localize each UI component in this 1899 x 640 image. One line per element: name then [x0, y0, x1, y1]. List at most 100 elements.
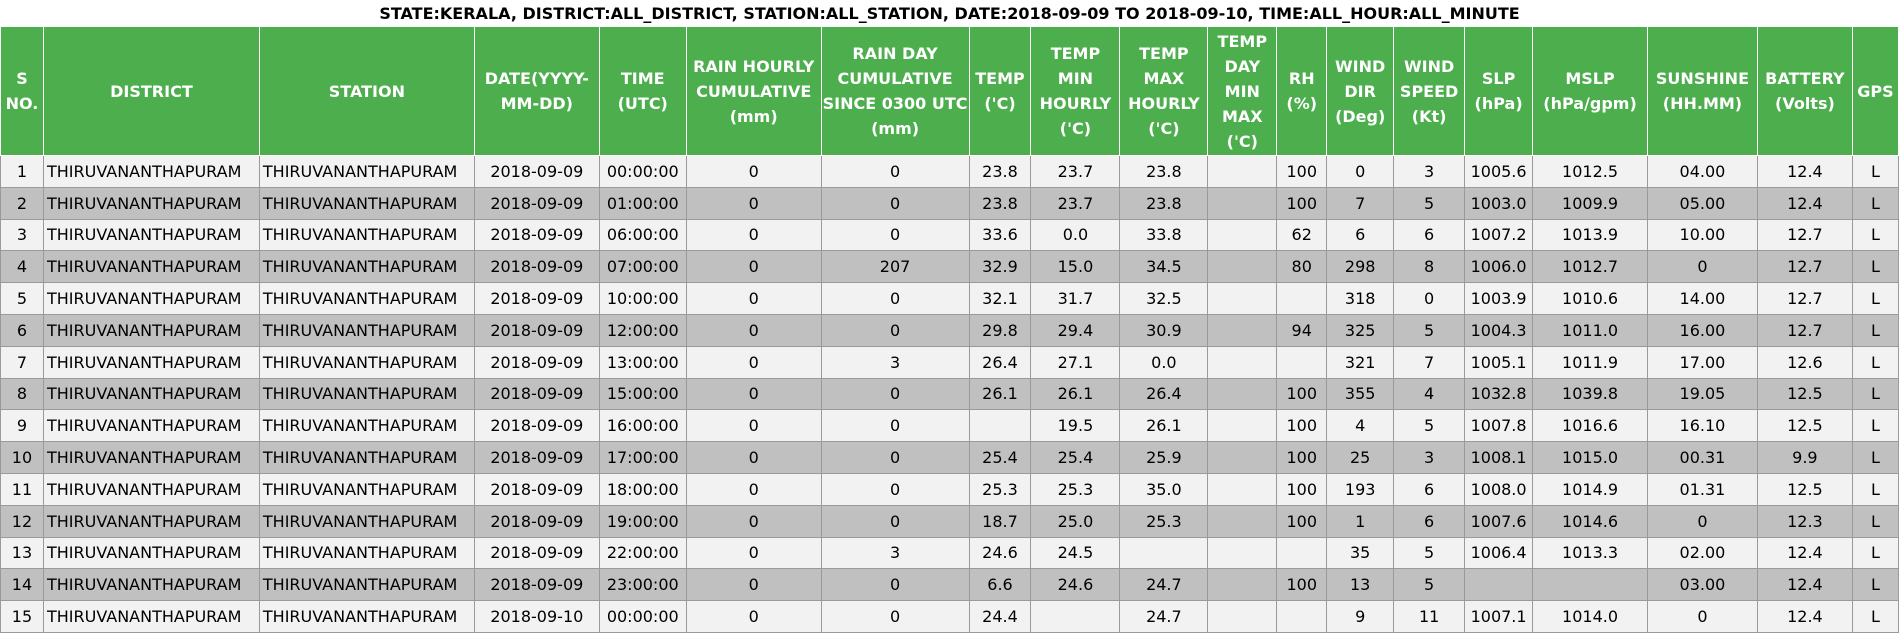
table-cell: 7 — [0, 345, 44, 379]
table-row: 4 THIRUVANANTHAPURAM THIRUVANANTHAPURAM 201… — [0, 250, 1899, 284]
table-cell: 3 — [0, 218, 44, 252]
table-cell — [1207, 345, 1278, 379]
table-cell — [1207, 600, 1278, 633]
table-cell: THIRUVANANTHAPURAM — [42, 345, 260, 379]
table-cell: 1015.0 — [1532, 441, 1648, 474]
table-cell: 1013.3 — [1532, 536, 1648, 570]
table-cell: 4 — [1393, 377, 1466, 411]
table-cell: 5 — [1393, 568, 1466, 602]
table-cell: 100 — [1276, 377, 1328, 411]
table-cell: THIRUVANANTHAPURAM — [42, 313, 260, 347]
table-cell: 2018-09-09 — [473, 186, 600, 220]
table-cell: 02.00 — [1646, 536, 1758, 570]
table-cell: 17:00:00 — [598, 441, 687, 474]
table-cell: 33.8 — [1119, 218, 1209, 252]
table-cell: 0 — [685, 472, 822, 506]
table-cell: 1005.6 — [1464, 155, 1534, 188]
table-cell: THIRUVANANTHAPURAM — [258, 600, 475, 633]
table-cell: THIRUVANANTHAPURAM — [42, 218, 260, 252]
table-cell: 10.00 — [1646, 218, 1758, 252]
table-body: 1 THIRUVANANTHAPURAM THIRUVANANTHAPURAM 201… — [0, 155, 1899, 633]
table-cell: THIRUVANANTHAPURAM — [42, 377, 260, 411]
table-cell: 24.6 — [1030, 568, 1121, 602]
table-cell: 26.1 — [1030, 377, 1121, 411]
table-cell: 6 — [0, 313, 44, 347]
table-cell: 5 — [0, 282, 44, 315]
weather-data-table: S NO. DISTRICT STATION DATE(YYYY-MM-DD) TIME… — [0, 26, 1899, 633]
table-cell: 1039.8 — [1532, 377, 1648, 411]
table-row: 7 THIRUVANANTHAPURAM THIRUVANANTHAPURAM 201… — [0, 345, 1899, 379]
table-cell: 24.6 — [968, 536, 1032, 570]
table-cell — [1207, 472, 1278, 506]
table-cell — [1276, 600, 1328, 633]
table-cell: 24.4 — [968, 600, 1032, 633]
table-cell: L — [1851, 536, 1899, 570]
table-cell: 29.8 — [968, 313, 1032, 347]
table-cell: 25.0 — [1030, 504, 1121, 538]
table-cell: 1004.3 — [1464, 313, 1534, 347]
table-cell: 5 — [1393, 409, 1466, 443]
table-cell: 12.5 — [1756, 409, 1853, 443]
table-row: 15 THIRUVANANTHAPURAM THIRUVANANTHAPURAM 20… — [0, 600, 1899, 633]
column-header: TEMP MAX HOURLY ('C) — [1119, 26, 1209, 156]
table-cell: 25.3 — [968, 472, 1032, 506]
table-cell: 07:00:00 — [598, 250, 687, 284]
table-cell: 0 — [685, 441, 822, 474]
table-cell: 193 — [1326, 472, 1395, 506]
table-cell — [1030, 600, 1121, 633]
table-cell — [1207, 218, 1278, 252]
table-row: 2 THIRUVANANTHAPURAM THIRUVANANTHAPURAM 201… — [0, 186, 1899, 220]
column-header: TEMP MIN HOURLY ('C) — [1030, 26, 1121, 156]
table-cell: 100 — [1276, 472, 1328, 506]
table-cell: THIRUVANANTHAPURAM — [258, 345, 475, 379]
table-cell: 1 — [0, 155, 44, 188]
table-cell: 25.4 — [1030, 441, 1121, 474]
column-header: GPS — [1851, 26, 1899, 156]
table-cell: 321 — [1326, 345, 1395, 379]
table-cell — [968, 409, 1032, 443]
table-cell: 18.7 — [968, 504, 1032, 538]
table-cell: 1003.9 — [1464, 282, 1534, 315]
table-cell: 16:00:00 — [598, 409, 687, 443]
table-cell — [1207, 441, 1278, 474]
table-cell: THIRUVANANTHAPURAM — [258, 186, 475, 220]
table-cell — [1207, 313, 1278, 347]
table-cell: THIRUVANANTHAPURAM — [258, 218, 475, 252]
table-cell: 2018-09-09 — [473, 568, 600, 602]
table-cell: 12.3 — [1756, 504, 1853, 538]
table-cell: 10:00:00 — [598, 282, 687, 315]
table-cell: 32.5 — [1119, 282, 1209, 315]
table-cell: 100 — [1276, 186, 1328, 220]
table-row: 1 THIRUVANANTHAPURAM THIRUVANANTHAPURAM 201… — [0, 155, 1899, 188]
table-cell: 1032.8 — [1464, 377, 1534, 411]
table-cell: THIRUVANANTHAPURAM — [42, 472, 260, 506]
table-cell: L — [1851, 282, 1899, 315]
column-header: TEMP ('C) — [968, 26, 1032, 156]
table-cell: 0 — [1646, 504, 1758, 538]
header-row: S NO. DISTRICT STATION DATE(YYYY-MM-DD) TIME… — [0, 26, 1899, 156]
table-cell: L — [1851, 441, 1899, 474]
table-cell: 1014.9 — [1532, 472, 1648, 506]
table-cell — [1276, 345, 1328, 379]
table-cell: 11 — [1393, 600, 1466, 633]
table-cell: L — [1851, 472, 1899, 506]
table-cell: 1014.6 — [1532, 504, 1648, 538]
table-cell: 0 — [820, 155, 970, 188]
table-row: 3 THIRUVANANTHAPURAM THIRUVANANTHAPURAM 201… — [0, 218, 1899, 252]
table-cell: 2018-09-09 — [473, 377, 600, 411]
table-cell: 00:00:00 — [598, 600, 687, 633]
table-cell: 1013.9 — [1532, 218, 1648, 252]
table-cell: 355 — [1326, 377, 1395, 411]
table-cell: THIRUVANANTHAPURAM — [42, 250, 260, 284]
table-cell: 12.4 — [1756, 186, 1853, 220]
table-cell: 35 — [1326, 536, 1395, 570]
table-row: 11 THIRUVANANTHAPURAM THIRUVANANTHAPURAM 20… — [0, 472, 1899, 506]
table-cell: 10 — [0, 441, 44, 474]
table-cell: 34.5 — [1119, 250, 1209, 284]
table-cell: 1014.0 — [1532, 600, 1648, 633]
table-cell: 26.4 — [1119, 377, 1209, 411]
table-cell: 3 — [1393, 155, 1466, 188]
table-cell: 11 — [0, 472, 44, 506]
table-cell: 12.7 — [1756, 313, 1853, 347]
table-cell: THIRUVANANTHAPURAM — [258, 282, 475, 315]
